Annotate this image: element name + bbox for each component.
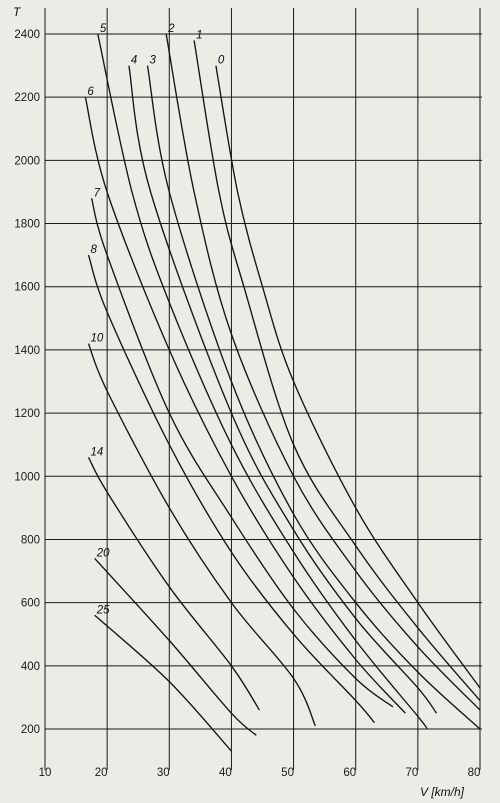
series-label-6: 6 xyxy=(87,86,94,98)
series-line-5 xyxy=(97,33,428,730)
x-tick-10: 10 xyxy=(39,767,52,779)
series-line-4 xyxy=(128,65,438,714)
y-tick-400: 400 xyxy=(21,661,40,673)
series-line-8 xyxy=(87,254,375,724)
x-tick-80: 80 xyxy=(468,767,481,779)
series-line-2 xyxy=(165,33,481,711)
series-line-6 xyxy=(84,97,406,714)
series-label-14: 14 xyxy=(91,446,104,458)
series-label-3: 3 xyxy=(150,55,157,67)
y-tick-1800: 1800 xyxy=(14,219,40,231)
series-label-20: 20 xyxy=(96,547,110,559)
y-tick-2000: 2000 xyxy=(14,155,40,167)
x-axis-title: V [km/h] xyxy=(420,785,465,799)
series-line-10 xyxy=(87,343,316,727)
series-line-20 xyxy=(94,557,257,736)
x-tick-30: 30 xyxy=(157,767,170,779)
y-tick-2400: 2400 xyxy=(14,29,40,41)
y-tick-1400: 1400 xyxy=(14,345,40,357)
y-tick-1200: 1200 xyxy=(14,408,40,420)
series-line-14 xyxy=(87,456,260,711)
x-tick-40: 40 xyxy=(219,767,232,779)
y-tick-1600: 1600 xyxy=(14,282,40,294)
series-line-3 xyxy=(146,65,481,730)
y-axis-title: T xyxy=(13,5,22,19)
y-tick-800: 800 xyxy=(21,534,40,546)
series-label-2: 2 xyxy=(167,23,175,35)
x-tick-70: 70 xyxy=(405,767,418,779)
series-line-0 xyxy=(215,65,481,689)
series-line-7 xyxy=(90,198,394,708)
series-label-1: 1 xyxy=(196,29,202,41)
y-tick-600: 600 xyxy=(21,598,40,610)
series-label-0: 0 xyxy=(218,55,225,67)
y-tick-200: 200 xyxy=(21,724,40,736)
series-label-7: 7 xyxy=(94,187,101,199)
series-label-5: 5 xyxy=(100,23,107,35)
series-line-25 xyxy=(94,614,232,752)
x-tick-60: 60 xyxy=(343,767,356,779)
y-tick-2200: 2200 xyxy=(14,92,40,104)
tick-labels: 10 20 30 40 50 60 70 80200400600800100012001400… xyxy=(14,29,480,779)
curves xyxy=(84,33,481,752)
series-line-1 xyxy=(193,40,481,702)
y-tick-1000: 1000 xyxy=(14,471,40,483)
series-label-10: 10 xyxy=(91,333,104,345)
series-label-8: 8 xyxy=(91,244,98,256)
x-tick-20: 20 xyxy=(95,767,108,779)
series-label-4: 4 xyxy=(131,55,137,67)
grid xyxy=(44,8,482,770)
x-tick-50: 50 xyxy=(281,767,294,779)
series-labels: 0 1 2 3 4 5 6 7 8 10 14 20 25 xyxy=(87,23,225,616)
series-label-25: 25 xyxy=(96,604,110,616)
